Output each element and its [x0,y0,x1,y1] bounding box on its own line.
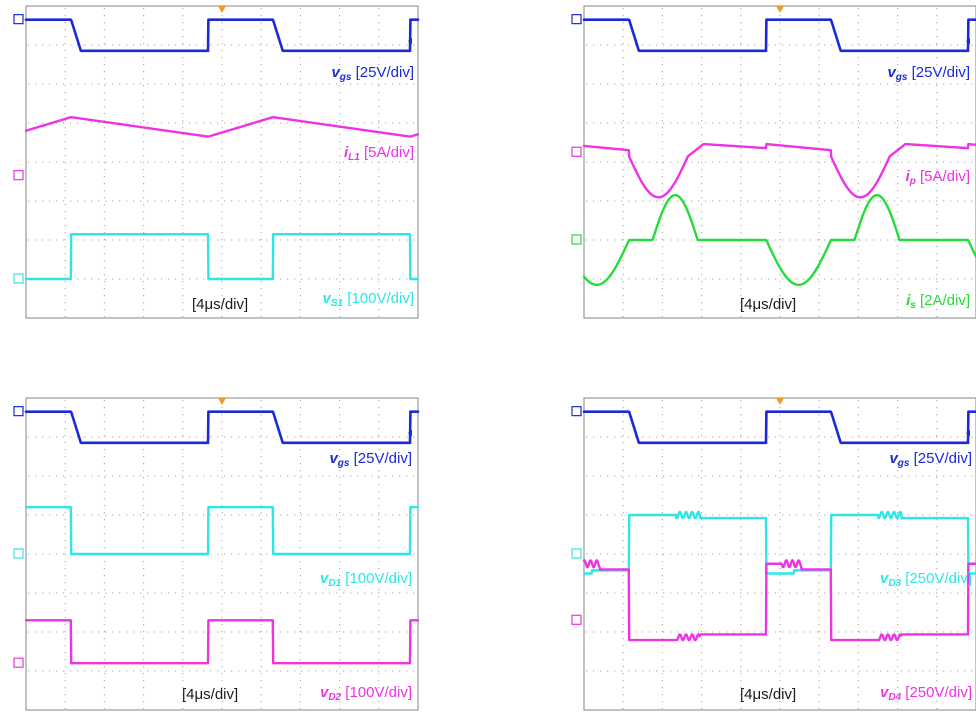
trace-v-gs [24,410,420,445]
time-scale-label: [4μs/div] [740,296,797,313]
time-scale-label: [4μs/div] [740,686,797,703]
trace-v-gs [582,410,976,445]
scope-panel-bottom-left: vgs [25V/div] vD1 [100V/div] vD2 [100V/d… [13,397,420,711]
scope-screen [571,5,976,319]
channel-marker [571,406,582,417]
channel-marker [13,14,24,25]
trace-label-is: is [2A/div] [906,292,970,311]
trace-i-s [582,193,976,287]
scope-panel-bottom-right: vgs [25V/div] vD3 [250V/div] vD4 [250V/d… [571,397,976,711]
channel-marker [13,657,24,668]
trace-label-vs1: vS1 [100V/div] [322,290,414,309]
trace-v-d1 [24,506,420,556]
scope-screen [13,5,420,319]
channel-marker [13,170,24,181]
scope-screen [13,397,420,711]
trace-label-vgs: vgs [25V/div] [331,64,414,83]
trace-label-vgs: vgs [25V/div] [889,450,972,469]
graticule [28,400,415,710]
trace-label-vd3: vD3 [250V/div] [879,570,972,589]
channel-marker [571,146,582,157]
scope-panel-top-right: vgs [25V/div] ip [5A/div] is [2A/div] [4… [571,5,976,319]
scope-panel-top-left: vgs [25V/div] iL1 [5A/div] vS1 [100V/div… [13,5,420,319]
trace-v-d4 [582,559,976,642]
trace-label-il1: iL1 [5A/div] [343,144,414,163]
trigger-marker [776,398,784,405]
trace-v-d2 [24,619,420,665]
trace-label-vgs: vgs [25V/div] [329,450,412,469]
offset-arrow-icon [966,430,970,437]
time-scale-label: [4μs/div] [192,296,249,313]
trace-label-vd4: vD4 [250V/div] [879,684,972,703]
channel-marker [571,614,582,625]
offset-arrow-icon [966,38,970,45]
trace-i-p [582,142,976,199]
trace-v-s1 [24,232,420,281]
graticule [586,8,973,318]
trace-label-vgs: vgs [25V/div] [887,64,970,83]
trace-i-l1 [24,115,420,138]
channel-marker [571,548,582,559]
trace-label-ip: ip [5A/div] [905,168,970,187]
offset-arrow-icon [408,38,412,45]
trace-label-vd1: vD1 [100V/div] [319,570,412,589]
time-scale-label: [4μs/div] [182,686,239,703]
trigger-marker [218,398,226,405]
channel-marker [571,234,582,245]
scope-screen [571,397,976,711]
channel-marker [13,406,24,417]
trace-v-gs [582,18,976,53]
trace-label-vd2: vD2 [100V/div] [319,684,412,703]
channel-marker [13,548,24,559]
trigger-marker [776,6,784,13]
offset-arrow-icon [408,430,412,437]
trace-v-d3 [582,510,976,575]
trace-v-gs [24,18,420,53]
trigger-marker [218,6,226,13]
channel-marker [571,14,582,25]
channel-marker [13,273,24,284]
